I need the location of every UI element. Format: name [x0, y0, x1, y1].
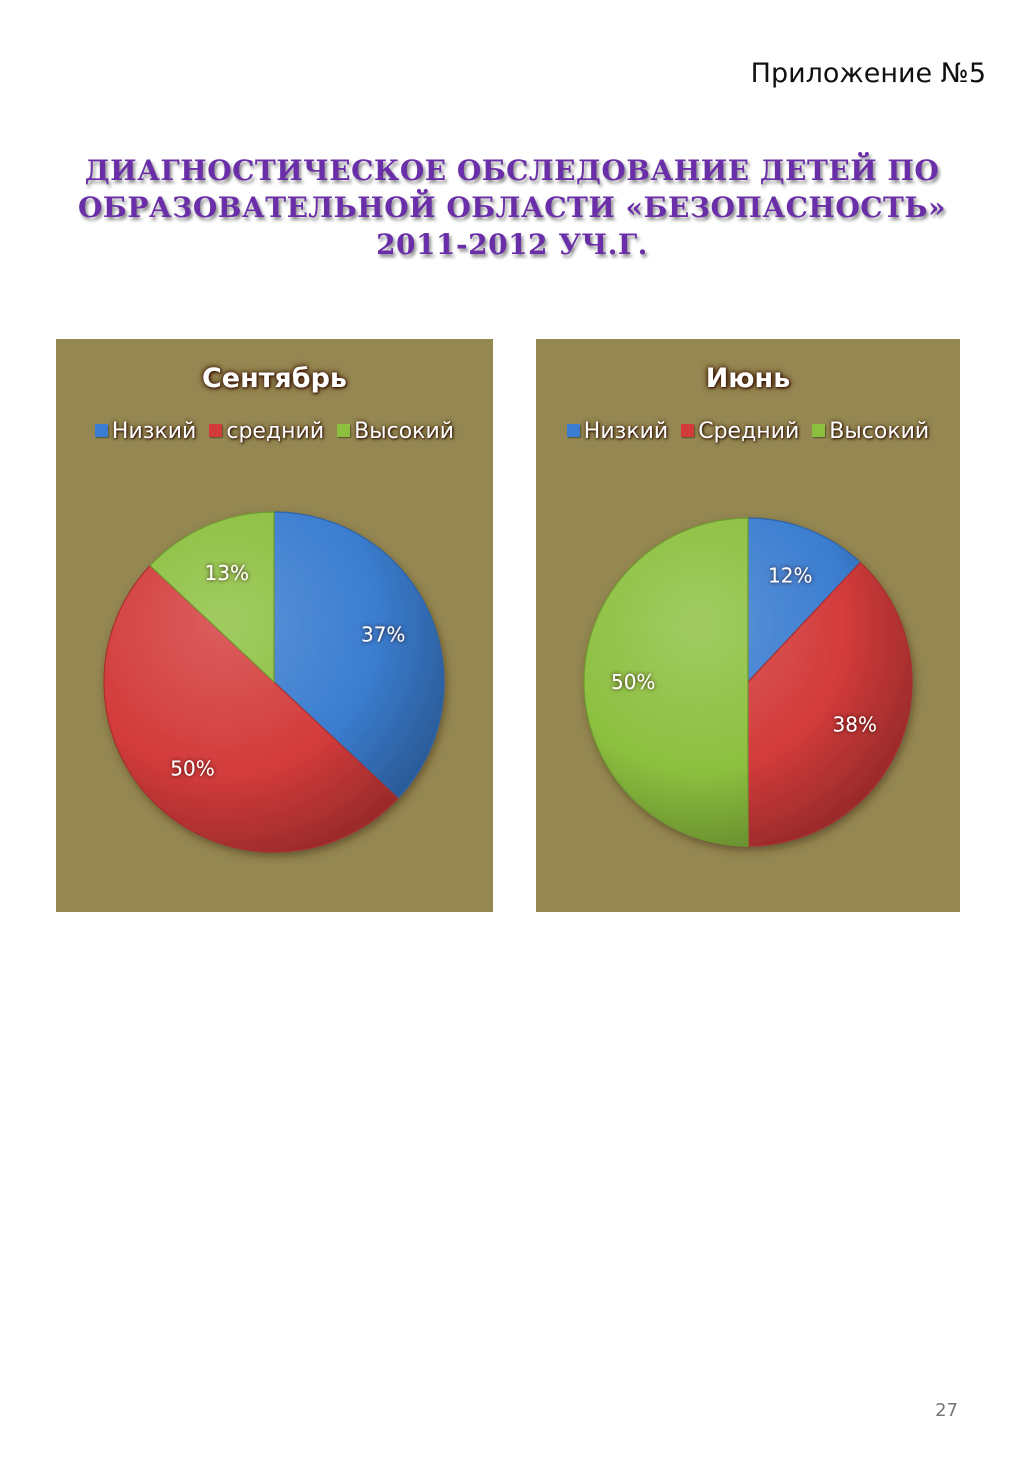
- legend-swatch-high: [812, 424, 826, 437]
- legend-label: Средний: [698, 419, 800, 444]
- legend-item-low: Низкий: [566, 419, 669, 444]
- legend-item-high: Высокий: [337, 419, 454, 444]
- data-label: 50%: [170, 757, 214, 781]
- legend-swatch-high: [337, 424, 351, 437]
- pie-chart: 37% 50% 13%: [103, 511, 445, 853]
- legend-swatch-medium: [681, 424, 695, 437]
- legend-swatch-low: [566, 424, 580, 437]
- chart-legend: Низкий Средний Высокий: [536, 419, 960, 444]
- chart-title: Сентябрь: [201, 363, 348, 394]
- data-label: 38%: [833, 712, 877, 736]
- appendix-label: Приложение №5: [750, 58, 986, 89]
- legend-label: средний: [226, 419, 325, 444]
- legend-label: Высокий: [354, 419, 455, 444]
- legend-label: Низкий: [583, 419, 669, 444]
- page-title-line-3: 2011-2012 уч.г.: [376, 228, 648, 261]
- chart-legend: Низкий средний Высокий: [56, 419, 493, 444]
- pie-slice-low: [273, 511, 445, 800]
- legend-swatch-medium: [209, 424, 223, 437]
- page-number: 27: [935, 1400, 958, 1421]
- pie-slice-medium: [103, 564, 399, 853]
- page-title-line-2: образовательной области «Безопасность»: [78, 191, 946, 224]
- pie-chart: 12% 38% 50%: [583, 517, 913, 847]
- pie-slice-high: [149, 511, 275, 684]
- chart-september: Сентябрь Низкий средний Высокий 37% 50% 13…: [56, 339, 493, 912]
- legend-item-low: Низкий: [94, 419, 197, 444]
- pie-slice-high: [583, 517, 749, 847]
- legend-item-high: Высокий: [812, 419, 929, 444]
- chart-june: Июнь Низкий Средний Высокий 12% 38% 50%: [536, 339, 960, 912]
- data-label: 13%: [205, 561, 249, 585]
- page-title: Диагностическое обследование детей по об…: [60, 152, 964, 263]
- pie-slice-medium: [747, 561, 913, 847]
- chart-title: Июнь: [705, 363, 791, 394]
- data-label: 12%: [768, 563, 812, 587]
- legend-item-medium: средний: [209, 419, 324, 444]
- legend-label: Высокий: [829, 419, 930, 444]
- pie-slice-low: [747, 517, 862, 684]
- data-label: 50%: [611, 670, 655, 694]
- legend-label: Низкий: [111, 419, 197, 444]
- data-label: 37%: [361, 623, 405, 647]
- legend-item-medium: Средний: [681, 419, 799, 444]
- page-title-line-1: Диагностическое обследование детей по: [84, 154, 940, 187]
- legend-swatch-low: [94, 424, 108, 437]
